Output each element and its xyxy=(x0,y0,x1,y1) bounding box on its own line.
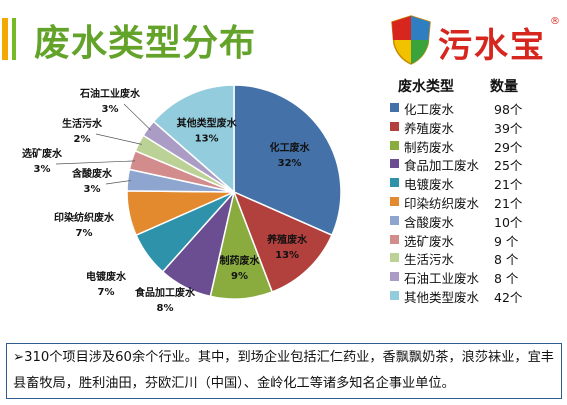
legend-label: 食品加工废水 xyxy=(404,158,480,174)
slice-percent-label: 13% xyxy=(195,134,219,145)
page-title: 废水类型分布 xyxy=(34,23,257,64)
legend-swatch xyxy=(390,253,399,263)
logo-registered-mark: ® xyxy=(550,16,560,27)
slice-name-label: 选矿废水 xyxy=(22,147,63,160)
title-accent-bar-green xyxy=(12,18,16,60)
slice-name-label: 含酸废水 xyxy=(72,167,113,180)
slice-percent-label: 13% xyxy=(275,250,299,261)
summary-note: ➢310个项目涉及60余个行业。其中，到场企业包括汇仁药业，香飘飘奶茶，浪莎袜业… xyxy=(6,343,562,399)
legend-table: 废水类型 数量 化工废水 98个 养殖废水 39个 制药废水 29个 食品加工废水 25个 电镀… xyxy=(386,76,566,305)
legend-row: 印染纺织废水 21个 xyxy=(386,192,566,211)
legend-swatch xyxy=(390,234,399,244)
pie-chart-area: 化工废水 32% 养殖废水 13% 制药废水 9% 食品加工废水 8% 电镀废水 7% 印染纺织废水… xyxy=(0,60,390,335)
slice-name-label: 石油工业废水 xyxy=(79,87,141,100)
slice-percent-label: 9% xyxy=(231,271,248,282)
legend-row: 石油工业废水 8 个 xyxy=(386,267,566,286)
slice-percent-label: 32% xyxy=(278,158,302,169)
legend-label: 含酸废水 xyxy=(404,214,455,230)
legend-row: 生活污水 8 个 xyxy=(386,248,566,267)
label-leader-line xyxy=(123,103,151,131)
legend-row: 制药废水 29个 xyxy=(386,136,566,155)
slice-percent-label: 2% xyxy=(74,134,91,145)
legend-count: 9 个 xyxy=(494,233,519,249)
legend-count: 39个 xyxy=(494,120,523,136)
legend-row: 食品加工废水 25个 xyxy=(386,154,566,173)
logo-text: 污水宝 xyxy=(438,26,546,66)
slice-percent-label: 3% xyxy=(34,164,51,175)
pie-chart: 化工废水 32% 养殖废水 13% 制药废水 9% 食品加工废水 8% 电镀废水 7% 印染纺织废水… xyxy=(22,84,342,314)
legend-count: 29个 xyxy=(494,139,523,155)
logo: 污水宝 ® xyxy=(386,14,560,70)
slice-name-label: 化工废水 xyxy=(270,141,311,154)
slice-name-label: 电镀废水 xyxy=(86,270,127,283)
legend-label: 选矿废水 xyxy=(404,233,455,249)
slice-percent-label: 3% xyxy=(102,104,119,115)
legend-count: 8 个 xyxy=(494,271,519,287)
legend-label: 其他类型废水 xyxy=(404,289,480,305)
slice-name-label: 食品加工废水 xyxy=(134,286,196,299)
logo-shield-icon xyxy=(391,15,431,65)
slice-name-label: 养殖废水 xyxy=(266,233,308,246)
pie-slice xyxy=(233,84,342,237)
legend-swatch xyxy=(390,103,399,112)
legend-swatch xyxy=(390,215,399,225)
slice-percent-label: 7% xyxy=(98,287,115,298)
slice-name-label: 生活污水 xyxy=(62,117,103,130)
pie-slice xyxy=(152,84,235,194)
legend-swatch xyxy=(390,272,399,282)
legend-row: 电镀废水 21个 xyxy=(386,173,566,192)
legend-label: 印染纺织废水 xyxy=(404,195,480,211)
legend-row: 选矿废水 9 个 xyxy=(386,230,566,249)
legend-label: 生活污水 xyxy=(404,252,455,268)
slice-percent-label: 8% xyxy=(157,303,174,314)
legend-label: 制药废水 xyxy=(404,139,455,155)
title-accent-bar xyxy=(2,18,8,60)
slice-name-label: 其他类型废水 xyxy=(177,117,238,130)
legend-swatch xyxy=(390,159,399,169)
slice-name-label: 制药废水 xyxy=(220,254,261,267)
legend-label: 养殖废水 xyxy=(404,120,455,136)
legend-swatch xyxy=(390,121,399,131)
legend-count: 25个 xyxy=(494,158,523,174)
legend-row: 化工废水 98个 xyxy=(386,98,566,117)
legend-label: 化工废水 xyxy=(404,102,455,117)
legend-row: 其他类型废水 42个 xyxy=(386,286,566,305)
legend-header-count: 数量 xyxy=(490,79,518,95)
legend-swatch xyxy=(390,178,399,188)
legend-row: 含酸废水 10个 xyxy=(386,211,566,230)
label-leader-line xyxy=(105,180,131,185)
legend-label: 石油工业废水 xyxy=(404,271,480,287)
slice-name-label: 印染纺织废水 xyxy=(54,211,115,224)
legend-count: 98个 xyxy=(494,102,523,117)
legend-swatch xyxy=(390,140,399,150)
legend-swatch xyxy=(390,196,399,206)
legend-header: 废水类型 数量 xyxy=(386,76,566,98)
slice-percent-label: 3% xyxy=(84,184,101,195)
pie-slice xyxy=(232,190,333,293)
legend-header-type: 废水类型 xyxy=(398,79,454,95)
label-leader-line xyxy=(55,160,136,165)
legend-count: 42个 xyxy=(494,289,523,305)
legend-row: 养殖废水 39个 xyxy=(386,117,566,136)
arrow-bullet-icon: ➢ xyxy=(13,350,25,365)
legend-count: 21个 xyxy=(494,195,523,211)
legend-count: 10个 xyxy=(494,214,523,230)
legend-count: 8 个 xyxy=(494,252,519,268)
legend-count: 21个 xyxy=(494,177,523,193)
label-leader-line xyxy=(95,133,142,145)
title-bar: 废水类型分布 xyxy=(0,10,270,64)
slice-percent-label: 7% xyxy=(76,228,93,239)
summary-note-text: 310个项目涉及60余个行业。其中，到场企业包括汇仁药业，香飘飘奶茶，浪莎袜业，… xyxy=(13,350,554,391)
legend-label: 电镀废水 xyxy=(404,177,455,193)
legend-rows: 化工废水 98个养殖废水 39个制药废水 29个 食品加工废水 25个电镀废水 21个 印染纺… xyxy=(386,98,566,305)
legend-swatch xyxy=(390,290,399,300)
